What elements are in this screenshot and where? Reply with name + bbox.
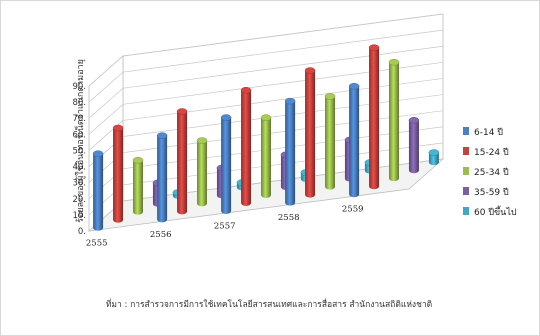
y-tick-label: 40.: [72, 163, 86, 173]
bar: [324, 93, 336, 190]
gridline-side: [88, 71, 124, 103]
x-tick-label: 2556: [150, 230, 172, 240]
bar-top: [428, 149, 440, 156]
bar-body: [428, 152, 439, 166]
gridline: [122, 13, 444, 57]
bar: [92, 150, 104, 231]
y-tick-label: 10.: [72, 211, 86, 221]
legend-swatch: [463, 127, 469, 135]
gridline-side: [88, 87, 124, 119]
bar-body: [305, 70, 316, 198]
bar-top: [196, 137, 208, 144]
bar: [196, 137, 208, 207]
bar-top: [156, 132, 168, 139]
legend-swatch: [463, 207, 469, 215]
bar-top: [112, 124, 124, 132]
gridline: [122, 29, 444, 73]
bar: [304, 67, 316, 198]
bar-body: [285, 101, 296, 206]
bar-top: [388, 58, 400, 66]
legend-item: 15-24 ปี: [463, 147, 509, 158]
y-tick-label: 30.: [72, 179, 86, 189]
bar: [176, 108, 188, 215]
bar-top: [220, 114, 232, 121]
bar-body: [261, 117, 271, 198]
bar: [284, 97, 296, 206]
legend: 6-14 ปี 15-24 ปี 25-34 ปี 35-59 ปี 60 ปีขึ้น…: [463, 127, 517, 218]
source-note: ที่มา : การสำรวจการมีการใช้เทคโนโลยีสารส…: [106, 298, 432, 310]
bar-top: [324, 93, 336, 100]
bar: [368, 44, 380, 190]
y-tick-labels: 0. 10. 20. 30. 40. 50. 60. 70. 80. 90.: [72, 82, 86, 237]
y-tick-label: 90.: [72, 82, 86, 92]
legend-swatch: [463, 147, 469, 155]
bar-body: [408, 120, 419, 174]
x-tick-label: 2559: [342, 205, 364, 215]
bar-top: [132, 156, 144, 164]
gridline: [122, 45, 444, 89]
y-tick-label: 60.: [72, 130, 86, 140]
legend-item: 6-14 ปี: [463, 127, 503, 138]
bar-top: [284, 97, 296, 105]
legend-swatch: [463, 167, 469, 175]
bar-body: [197, 140, 207, 207]
bar: [156, 132, 168, 223]
bar-body: [133, 160, 143, 215]
y-axis-label: ร้อยละของผู้ใช้อินเทอร์เน็ตจำแนกตามอายุ: [73, 59, 86, 223]
legend-swatch: [463, 187, 469, 195]
bar-body: [177, 111, 188, 215]
y-tick-label: 80.: [72, 98, 86, 108]
bar: [388, 58, 400, 182]
bar-body: [113, 127, 124, 223]
legend-item: 35-59 ปี: [463, 187, 509, 198]
legend-label: 15-24 ปี: [474, 147, 509, 158]
bar-body: [157, 135, 168, 223]
bar: [112, 124, 124, 223]
bar-top: [408, 117, 420, 124]
gridline-side: [88, 55, 124, 87]
y-tick-label: 0.: [78, 227, 86, 237]
bar-body: [93, 153, 104, 231]
bar-body: [325, 96, 335, 190]
x-tick-label: 2557: [214, 222, 236, 232]
legend-label: 25-34 ปี: [474, 167, 509, 178]
bar: [240, 86, 252, 207]
bar-top: [348, 83, 360, 90]
bar-body: [221, 117, 232, 215]
bar-body: [369, 47, 380, 190]
x-tick-label: 2555: [86, 238, 108, 248]
legend-label: 6-14 ปี: [474, 127, 503, 138]
bar-body: [349, 86, 360, 198]
bar-top: [240, 86, 252, 94]
bar-top: [176, 108, 188, 115]
gridline-side: [88, 104, 124, 135]
x-tick-labels: 2555 2556 2557 2558 2559: [86, 205, 364, 249]
x-tick-label: 2558: [278, 213, 300, 223]
bar-top: [368, 44, 380, 51]
bar: [260, 114, 272, 198]
y-tick-label: 50.: [72, 146, 86, 156]
bar-top: [92, 150, 104, 157]
bar-top: [260, 114, 272, 121]
bar-body: [389, 62, 399, 182]
y-tick-label: 70.: [72, 114, 86, 124]
legend-item: 25-34 ปี: [463, 167, 509, 178]
bar-body: [241, 90, 252, 207]
bar: [408, 117, 420, 174]
bar: [428, 149, 440, 166]
legend-label: 35-59 ปี: [474, 187, 509, 198]
bar: [348, 83, 360, 198]
legend-label: 60 ปีขึ้นไป: [474, 205, 517, 218]
legend-item: 60 ปีขึ้นไป: [463, 205, 517, 218]
bar-top: [304, 67, 316, 74]
bar: [132, 156, 144, 215]
bar: [220, 114, 232, 215]
bars: [92, 44, 440, 231]
y-tick-label: 20.: [72, 195, 86, 205]
